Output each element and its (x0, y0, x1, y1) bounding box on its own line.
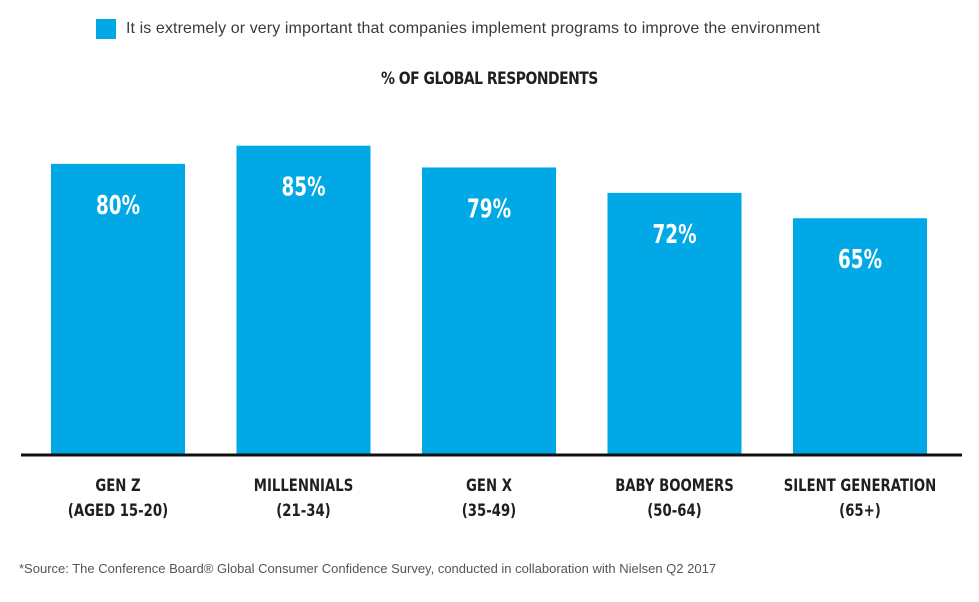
category-sublabel: (35-49) (462, 501, 517, 521)
source-note: *Source: The Conference Board® Global Co… (19, 561, 717, 576)
chart-subtitle: % OF GLOBAL RESPONDENTS (380, 69, 598, 89)
category-sublabel: (AGED 15-20) (68, 501, 168, 521)
category-label: GEN Z (95, 476, 140, 496)
bar-value-label: 72% (653, 220, 697, 250)
category-sublabel: (50-64) (647, 501, 702, 521)
legend-label: It is extremely or very important that c… (126, 20, 821, 37)
legend-swatch (96, 19, 116, 39)
bar-value-label: 65% (838, 245, 882, 275)
category-label: GEN X (466, 476, 512, 496)
bar-value-label: 79% (467, 194, 511, 224)
bar (793, 218, 927, 454)
bar (51, 163, 185, 454)
bar (236, 145, 371, 454)
bar-value-label: 85% (282, 173, 326, 203)
category-sublabel: (21-34) (276, 501, 331, 521)
bar (422, 167, 556, 455)
category-label: SILENT GENERATION (784, 476, 937, 496)
bar-value-label: 80% (96, 191, 140, 221)
bar (607, 192, 742, 454)
category-label: BABY BOOMERS (615, 476, 734, 496)
legend: It is extremely or very important that c… (96, 19, 820, 39)
category-label: MILLENNIALS (254, 476, 354, 496)
category-sublabel: (65+) (839, 501, 881, 521)
